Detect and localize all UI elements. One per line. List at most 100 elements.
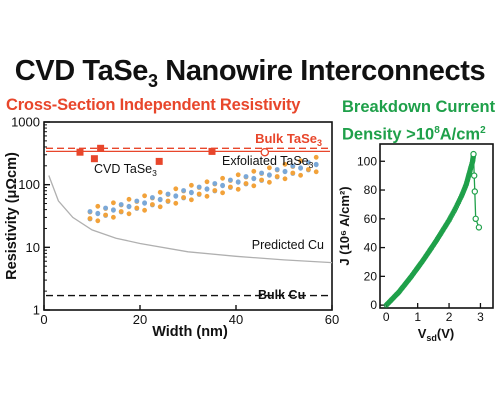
- nanowire-atom: [165, 191, 171, 197]
- left-y-tick-label: 100: [18, 177, 40, 192]
- nanowire-atom: [157, 204, 163, 210]
- jv-breakdown-point: [471, 172, 478, 179]
- nanowire-atom: [313, 161, 319, 167]
- cvd-tase3-point: [208, 147, 216, 155]
- cvd-tase3-point: [97, 144, 105, 152]
- left-y-tick-label: 1000: [11, 115, 40, 130]
- nanowire-atom: [181, 195, 187, 200]
- nanowire-atom: [150, 202, 155, 207]
- nanowire-atom: [212, 181, 218, 186]
- nanowire-atom: [173, 193, 179, 199]
- nanowire-atom: [298, 165, 303, 171]
- cvd-tase3-point: [90, 155, 98, 163]
- nanowire-atom: [251, 168, 257, 174]
- nanowire-atom: [228, 177, 233, 183]
- nanowire-atom: [204, 179, 210, 185]
- nanowire-atom: [150, 195, 155, 200]
- left-x-tick-label: 20: [133, 312, 147, 327]
- nanowire-atom: [251, 183, 257, 189]
- left-x-tick-label: 40: [229, 312, 243, 327]
- nanowire-atom: [290, 163, 296, 169]
- nanowire-atom: [95, 218, 101, 224]
- nanowire-atom: [274, 167, 280, 172]
- nanowire-atom: [306, 160, 311, 165]
- nanowire-atom: [118, 202, 124, 207]
- nanowire-atom: [181, 188, 187, 193]
- jv-breakdown-point: [475, 224, 483, 231]
- nanowire-atom: [173, 186, 179, 192]
- nanowire-atom: [196, 184, 202, 190]
- exfoliated-tase3-point: [260, 147, 270, 157]
- nanowire-atom: [87, 209, 93, 214]
- nanowire-atom: [235, 172, 241, 178]
- nanowire-atom: [267, 172, 272, 178]
- nanowire-atom: [204, 186, 210, 192]
- nanowire-atom: [267, 165, 272, 171]
- nanowire-atom: [220, 182, 226, 188]
- nanowire-atom: [111, 200, 116, 206]
- nanowire-atom: [87, 216, 93, 221]
- nanowire-atom: [95, 210, 101, 216]
- nanowire-atom: [298, 172, 303, 178]
- nanowire-atom: [118, 209, 124, 214]
- left-plot-frame: [43, 121, 333, 311]
- nanowire-atom: [306, 167, 311, 172]
- nanowire-atom: [126, 211, 132, 217]
- nanowire-atom: [126, 196, 132, 202]
- left-xlabel: Width (nm): [152, 324, 228, 340]
- jv-breakdown-point: [472, 215, 479, 222]
- nanowire-atom: [165, 198, 171, 204]
- left-ticks: 0 20 40 60 1 10 100 1000: [11, 115, 339, 328]
- right-y-tick-label: 80: [364, 183, 378, 197]
- right-subtitle: Breakdown Current Density >108A/cm2: [342, 98, 496, 144]
- left-ylabel: Resistivity (μΩcm): [4, 152, 20, 280]
- nanowire-atom: [189, 189, 194, 195]
- nanowire-atom: [134, 198, 140, 204]
- left-x-tick-label: 0: [40, 312, 47, 327]
- annotation-bulk-tase3: Bulk TaSe3: [255, 131, 322, 148]
- nanowire-atom: [235, 179, 241, 185]
- annotation-predicted-cu: Predicted Cu: [252, 238, 324, 252]
- nanowire-atom: [259, 177, 264, 183]
- jv-breakdown-point: [471, 188, 478, 195]
- right-x-tick-label: 2: [446, 310, 453, 324]
- nanowire-atom: [282, 161, 288, 167]
- nanowire-atom: [103, 212, 108, 218]
- nanowire-atom: [111, 214, 116, 220]
- nanowire-atom: [173, 200, 179, 206]
- nanowire-atom: [157, 196, 163, 202]
- nanowire-atom: [189, 197, 194, 203]
- jv-breakdown-point: [470, 150, 477, 158]
- annotation-exfoliated-tase3: Exfoliated TaSe3: [222, 154, 314, 170]
- nanowire-atom: [251, 175, 257, 181]
- nanowire-atom: [189, 182, 194, 188]
- page-title: CVD TaSe3 Nanowire Interconnects: [14, 55, 486, 91]
- nanowire-atom: [313, 169, 319, 175]
- right-marks: [383, 150, 483, 308]
- right-y-tick-label: 20: [364, 269, 378, 283]
- right-ticks: 0 1 2 3 0 20 40 60 80 100: [357, 154, 484, 324]
- nanowire-atom: [142, 200, 148, 206]
- right-x-tick-label: 1: [414, 310, 421, 324]
- nanowire-atom: [313, 154, 319, 160]
- nanowire-atom: [212, 188, 218, 193]
- nanowire-atom: [228, 184, 233, 190]
- annotation-bulk-cu: Bulk Cu: [258, 288, 305, 302]
- nanowire-atom: [157, 189, 163, 195]
- right-ylabel: J (10⁶ A/cm²): [337, 186, 352, 265]
- predicted-cu-curve: [48, 175, 333, 264]
- nanowire-atom: [282, 168, 288, 174]
- left-y-tick-label: 10: [26, 240, 40, 255]
- nanowire-atom: [220, 190, 226, 196]
- nanowire-atom: [282, 176, 288, 182]
- right-y-tick-label: 40: [364, 241, 378, 255]
- left-y-tick-label: 1: [33, 303, 40, 318]
- nanowire-atom: [290, 170, 296, 176]
- nanowire-atom: [95, 203, 101, 209]
- nanowire-atom: [220, 175, 226, 181]
- nanowire-atom: [259, 170, 264, 176]
- nanowire-atom: [267, 179, 272, 185]
- nanowire-illustration: [87, 154, 319, 224]
- right-y-tick-label: 100: [357, 154, 377, 168]
- nanowire-atom: [274, 174, 280, 179]
